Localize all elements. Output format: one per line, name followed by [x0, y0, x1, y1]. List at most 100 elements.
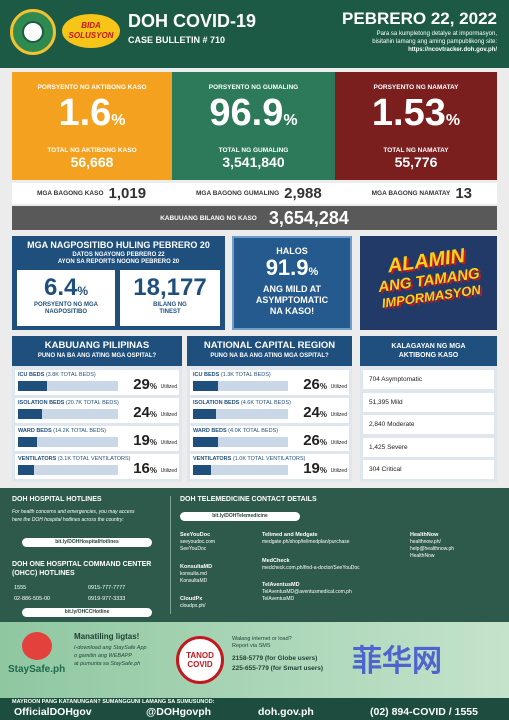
- provider-name: SeeYouDoc: [180, 532, 211, 538]
- stat-percent: 1.53%: [335, 91, 497, 143]
- row-detail: (20.7K TOTAL BEDS): [65, 400, 119, 406]
- note-link: https://ncovtracker.doh.gov.ph/: [408, 47, 497, 53]
- subtitle-line: AYON SA REPORTS NOONG PEBRERO 20: [57, 259, 180, 265]
- mild-sign: %: [308, 266, 319, 278]
- bar-track: [193, 465, 288, 475]
- new-case: MGA BAGONG KASO 1,019: [37, 185, 146, 202]
- row-name: VENTILATORS: [18, 456, 57, 462]
- row-label: ICU BEDS (3.8K TOTAL BEDS): [18, 372, 96, 378]
- title-line: (OHCC) HOTLINES: [12, 570, 75, 577]
- bida-logo: BIDA SOLUSYON: [62, 14, 120, 48]
- hospital-subtitle: PUNO NA BA ANG ATING MGA OSPITAL?: [210, 353, 329, 359]
- ohcc-link[interactable]: bit.ly/OHCCHotline: [22, 608, 152, 617]
- positivity-subtitle: DATOS NGAYONG PEBRERO 22 AYON SA REPORTS…: [12, 252, 225, 266]
- utilization-row: ISOLATION BEDS (20.7K TOTAL BEDS) 24% Util…: [15, 398, 179, 423]
- utilization-value: 26%: [303, 432, 327, 449]
- value-suffix: Utilized: [160, 440, 177, 446]
- provider: Telimed and Medgate medgate.ph/shop/telim…: [262, 532, 350, 546]
- value-suffix: Utilized: [330, 384, 347, 390]
- hospital-title: KABUUANG PILIPINAS: [44, 340, 150, 351]
- ohcc-number: 0919-977-3333: [88, 596, 126, 602]
- watermark: 菲华网: [352, 644, 442, 679]
- rate: 6.4%: [17, 274, 115, 302]
- percent-sign: %: [283, 112, 298, 129]
- hospital-panel: KABUUANG PILIPINAS PUNO NA BA ANG ATING M…: [12, 336, 182, 482]
- row-name: ICU BEDS: [193, 372, 220, 378]
- staysafe-text: I-download ang StaySafe App o gamitin an…: [74, 644, 147, 668]
- provider-name: KonsultaMD: [180, 564, 213, 570]
- provider: KonsultaMD konsulta.md KonsultaMD: [180, 564, 212, 585]
- bar-track: [193, 409, 288, 419]
- hospital-title: NATIONAL CAPITAL REGION: [203, 340, 336, 351]
- provider-name: MedCheck: [262, 558, 290, 564]
- utilization-row: VENTILATORS (1.0K TOTAL VENTILATORS) 19% U…: [190, 454, 349, 479]
- bar-track: [18, 409, 118, 419]
- provider-line: KonsultaMD: [180, 578, 208, 584]
- value-number: 26: [303, 376, 320, 393]
- provider-line: cloudpx.ph/: [180, 603, 206, 609]
- stat-total-label: TOTAL NG GUMALING: [218, 147, 289, 154]
- mild-panel: HALOS 91.9% ANG MILD AT ASYMPTOMATIC NA …: [232, 236, 352, 330]
- mild-pre: HALOS: [276, 246, 308, 256]
- title: DOH COVID-19: [128, 11, 257, 31]
- mild-line: ASYMPTOMATIC: [255, 295, 329, 305]
- tested-label: BILANG NG TINEST: [120, 302, 220, 316]
- provider: SeeYouDoc seeyoudoc.com SeeYouDoc: [180, 532, 215, 553]
- kalagayan-item: 2,840 Moderate: [363, 415, 494, 434]
- utilization-bar: [193, 409, 216, 419]
- provider: HealthNow healthnow.ph/help@healthnow.ph H…: [410, 532, 454, 560]
- utilization-row: VENTILATORS (3.1K TOTAL VENTILATORS) 16% U…: [15, 454, 179, 479]
- provider-line: seeyoudoc.com: [180, 539, 216, 545]
- row-detail: (1.3K TOTAL BEDS): [220, 372, 271, 378]
- row-name: ISOLATION BEDS: [18, 400, 65, 406]
- row-detail: (1.0K TOTAL VENTILATORS): [232, 456, 306, 462]
- stat-total: 3,541,840: [222, 154, 285, 170]
- stat-total-label: TOTAL NG AKTIBONG KASO: [47, 147, 137, 154]
- telemedicine-link[interactable]: bit.ly/DOHTelemedicine: [180, 512, 300, 521]
- mild-value: 91.9: [265, 255, 309, 280]
- ohcc-title: DOH ONE HOSPITAL COMMAND CENTER (OHCC) H…: [12, 560, 151, 578]
- stat-box: PORSYENTO NG NAMATAY 1.53% TOTAL NG NAMATA…: [335, 72, 497, 180]
- bar-track: [18, 437, 118, 447]
- stat-total: 56,668: [70, 154, 114, 170]
- stat-label: PORSYENTO NG AKTIBONG KASO: [37, 84, 147, 91]
- total-label: KABUUANG BILANG NG KASO: [160, 214, 257, 222]
- row-detail: (3.8K TOTAL BEDS): [45, 372, 96, 378]
- provider-line: konsulta.md: [180, 571, 207, 577]
- hospital-panel: NATIONAL CAPITAL REGION PUNO NA BA ANG AT…: [187, 336, 352, 482]
- stat-label: PORSYENTO NG GUMALING: [208, 84, 299, 91]
- value-sign: %: [149, 410, 157, 419]
- new-case: MGA BAGONG NAMATAY 13: [372, 185, 472, 202]
- text-line: Report via SMS: [232, 643, 271, 649]
- note: Para sa kumpletong detalye at impormasyo…: [372, 30, 497, 54]
- contact[interactable]: (02) 894-COVID / 1555: [370, 706, 478, 718]
- row-name: VENTILATORS: [193, 456, 232, 462]
- contact[interactable]: @DOHgovph: [146, 706, 212, 718]
- provider-line: TelAventusMD: [262, 596, 295, 602]
- row-name: ICU BEDS: [18, 372, 45, 378]
- new-case-label: MGA BAGONG NAMATAY: [371, 190, 451, 197]
- contact[interactable]: OfficialDOHgov: [14, 706, 92, 718]
- ohcc-number: 02-886-505-00: [14, 596, 51, 602]
- utilization-value: 24%: [303, 404, 327, 421]
- provider-line: SeeYouDoc: [180, 546, 207, 552]
- bulletin-number: CASE BULLETIN # 710: [128, 35, 226, 45]
- percent-value: 96.9: [209, 92, 284, 134]
- tanod-lines: 2158-5779 (for Globe users) 225-655-779 …: [232, 654, 323, 674]
- value-number: 16: [133, 460, 150, 477]
- label-line: PORSYENTO NG MGA: [34, 302, 98, 308]
- row-detail: (4.0K TOTAL BEDS): [228, 428, 279, 434]
- title-line: DOH ONE HOSPITAL COMMAND CENTER: [12, 561, 152, 568]
- percent-sign: %: [445, 112, 461, 129]
- value-number: 24: [303, 404, 320, 421]
- utilization-bar: [18, 409, 42, 419]
- label-line: BILANG NG: [153, 302, 187, 308]
- contact[interactable]: doh.gov.ph: [258, 706, 314, 718]
- hotlines-link[interactable]: bit.ly/DOHHospitalHotlines: [22, 538, 152, 547]
- header: BIDA SOLUSYON DOH COVID-19 CASE BULLETIN…: [0, 0, 509, 68]
- utilization-value: 19%: [133, 432, 157, 449]
- utilization-value: 24%: [133, 404, 157, 421]
- provider-line: healthnow.ph/: [410, 539, 441, 545]
- row-label: ICU BEDS (1.3K TOTAL BEDS): [193, 372, 271, 378]
- bar-track: [193, 437, 288, 447]
